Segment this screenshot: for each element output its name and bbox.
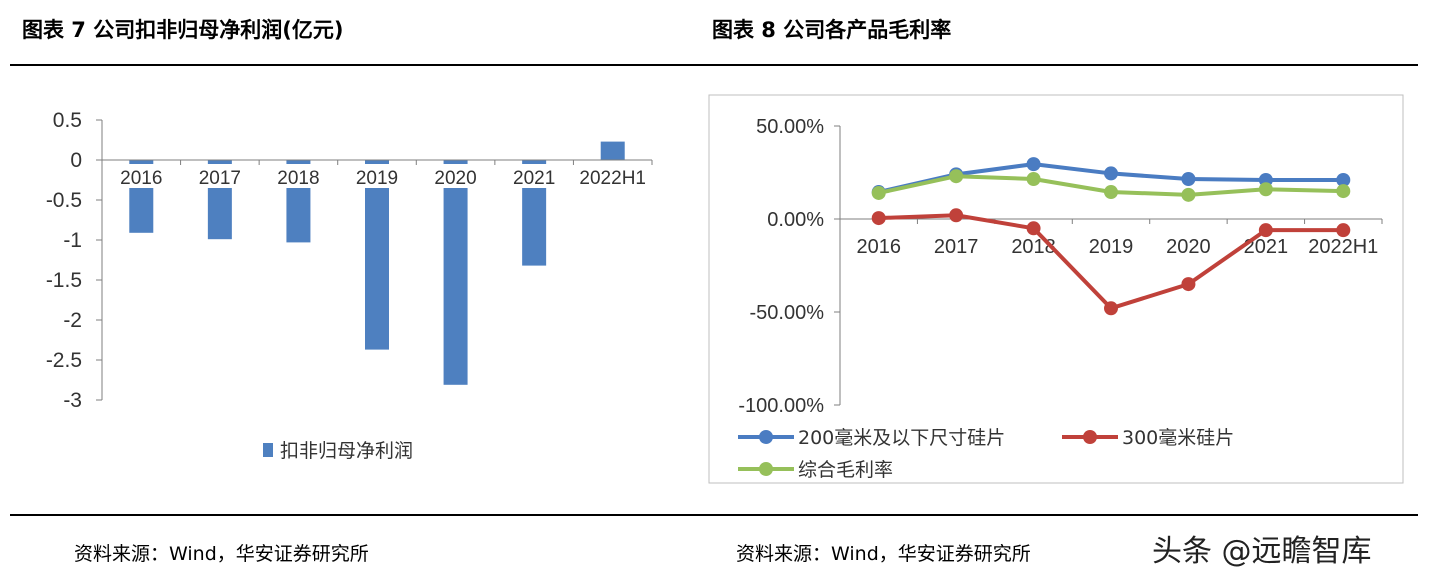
x-tick-label: 2016 (856, 236, 901, 258)
series-1-point-2021 (1258, 223, 1273, 238)
x-tick-label: 2016 (120, 168, 162, 189)
legend-label: 综合毛利率 (798, 459, 893, 481)
gross-margin-line-chart: 50.00%0.00%-50.00%-100.00%2016 2017 2018 20… (708, 94, 1404, 484)
y-tick-label: -100.00% (738, 395, 824, 417)
y-tick-label: -0.5 (46, 189, 82, 212)
bar-2022H1 (600, 141, 625, 160)
series-2-point-2020 (1181, 187, 1196, 202)
x-tick-label: 2018 (277, 168, 319, 189)
x-label-backdrop (263, 164, 334, 188)
y-tick-label: -2 (63, 309, 82, 332)
chart-7-title: 图表 7 公司扣非归母净利润(亿元) (22, 18, 344, 42)
x-label-backdrop (106, 164, 177, 188)
y-tick-label: -3 (63, 389, 82, 412)
series-1-point-2022H1 (1336, 223, 1351, 238)
series-1-point-2019 (1104, 301, 1118, 316)
chart-7-source: 资料来源：Wind，华安证券研究所 (74, 543, 369, 565)
y-tick-label: 0 (70, 149, 82, 172)
bottom-divider (10, 514, 1418, 516)
x-label-backdrop (577, 164, 648, 188)
y-tick-label: -2.5 (46, 349, 82, 372)
x-tick-label: 2019 (356, 168, 398, 189)
chart-border (708, 94, 1404, 484)
series-1-point-2016 (871, 211, 886, 226)
series-0-point-2022H1 (1336, 172, 1351, 187)
legend-label: 200毫米及以下尺寸硅片 (798, 427, 1005, 449)
y-tick-label: -1 (63, 229, 82, 252)
series-1-point-2017 (949, 208, 964, 223)
watermark: 头条 @远瞻智库 (1152, 534, 1372, 569)
bar-2019 (365, 160, 389, 350)
x-label-backdrop (420, 164, 491, 188)
x-tick-label: 2017 (934, 236, 979, 258)
series-2-point-2019 (1104, 185, 1118, 200)
series-1-point-2018 (1026, 221, 1041, 236)
x-tick-label: 2022H1 (1308, 236, 1378, 258)
x-tick-label: 2021 (513, 168, 555, 189)
series-0-point-2018 (1026, 157, 1041, 172)
y-tick-label: 0.5 (53, 109, 82, 132)
y-tick-label: -1.5 (46, 269, 82, 292)
series-2-point-2016 (871, 185, 886, 200)
y-tick-label: 50.00% (756, 116, 824, 138)
net-profit-bar-chart: 0.5 0 -0.5 -1 -1.5 -2 -2.5 -3 2016 2017 2018 2019 20… (46, 109, 653, 462)
legend-marker (759, 430, 773, 444)
series-2-point-2021 (1258, 182, 1273, 197)
series-0-point-2020 (1181, 172, 1196, 187)
chart-8-source: 资料来源：Wind，华安证券研究所 (736, 543, 1031, 565)
legend-swatch (263, 443, 273, 457)
series-2-point-2017 (949, 169, 964, 184)
x-label-backdrop (341, 164, 413, 188)
x-tick-label: 2020 (434, 168, 476, 189)
legend-label: 扣非归母净利润 (280, 440, 413, 462)
x-label-backdrop (498, 164, 570, 188)
x-tick-label: 2021 (1244, 236, 1289, 258)
y-tick-label: 0.00% (767, 209, 824, 231)
legend-marker (759, 462, 773, 476)
top-divider (10, 64, 1418, 66)
x-tick-label: 2017 (199, 168, 241, 189)
legend-label: 300毫米硅片 (1122, 427, 1234, 449)
legend-marker (1083, 430, 1097, 444)
bar-2020 (443, 160, 468, 385)
x-tick-label: 2020 (1166, 236, 1211, 258)
x-tick-label: 2019 (1089, 236, 1134, 258)
series-2-point-2022H1 (1336, 184, 1351, 199)
y-tick-label: -50.00% (750, 302, 825, 324)
series-0-point-2019 (1104, 166, 1118, 181)
series-2-point-2018 (1026, 172, 1041, 187)
chart-8-title: 图表 8 公司各产品毛利率 (712, 18, 952, 42)
x-tick-label: 2022H1 (579, 168, 646, 189)
series-1-point-2020 (1181, 277, 1196, 292)
x-label-backdrop (184, 164, 256, 188)
